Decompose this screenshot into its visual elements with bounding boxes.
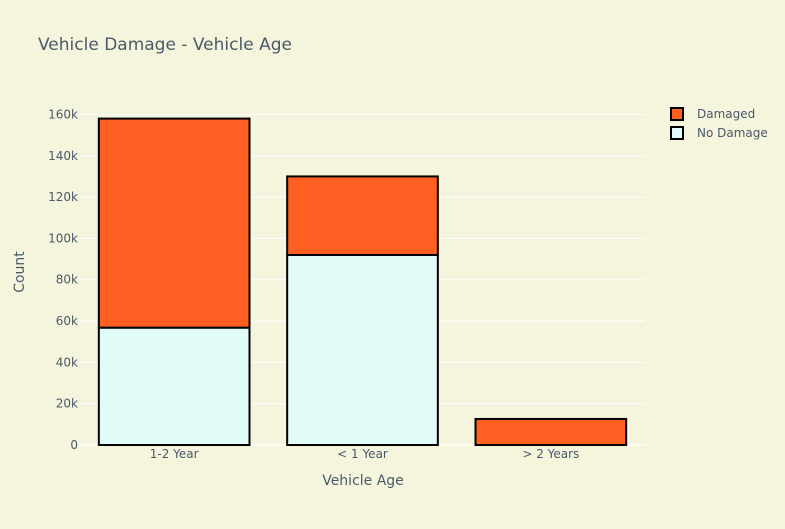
- legend[interactable]: Damaged No Damage: [670, 107, 768, 140]
- y-tick-label: 120k: [48, 190, 78, 204]
- y-tick-label: 160k: [48, 107, 78, 121]
- y-axis-title: Count: [12, 251, 28, 293]
- bar-no-damage[interactable]: [286, 253, 439, 446]
- y-tick-label: 0: [70, 438, 78, 452]
- legend-label: No Damage: [697, 126, 768, 140]
- y-tick-label: 20k: [56, 397, 78, 411]
- bar-damaged[interactable]: [286, 175, 439, 256]
- y-axis-ticks: 0 20k 40k 60k 80k 100k 120k 140k 160k: [48, 107, 78, 452]
- x-axis-title: Vehicle Age: [322, 473, 404, 489]
- y-tick-label: 40k: [56, 355, 78, 369]
- x-tick-label: < 1 Year: [337, 447, 388, 461]
- y-tick-label: 140k: [48, 149, 78, 163]
- y-tick-label: 100k: [48, 231, 78, 245]
- legend-item-damaged[interactable]: Damaged: [670, 107, 755, 121]
- bar-damaged[interactable]: [97, 117, 251, 329]
- legend-label: Damaged: [697, 107, 755, 121]
- x-tick-label: > 2 Years: [522, 447, 579, 461]
- legend-swatch: [670, 126, 684, 140]
- y-tick-label: 80k: [56, 273, 78, 287]
- x-tick-label: 1-2 Year: [150, 447, 199, 461]
- legend-item-no-damage[interactable]: No Damage: [670, 126, 768, 140]
- y-tick-label: 60k: [56, 314, 78, 328]
- bar-no-damage[interactable]: [97, 326, 251, 447]
- x-axis-ticks: 1-2 Year < 1 Year > 2 Years: [150, 447, 580, 461]
- chart-title: Vehicle Damage - Vehicle Age: [38, 35, 292, 55]
- bar-damaged[interactable]: [474, 417, 628, 447]
- bars: [97, 117, 628, 447]
- legend-swatch: [670, 107, 684, 121]
